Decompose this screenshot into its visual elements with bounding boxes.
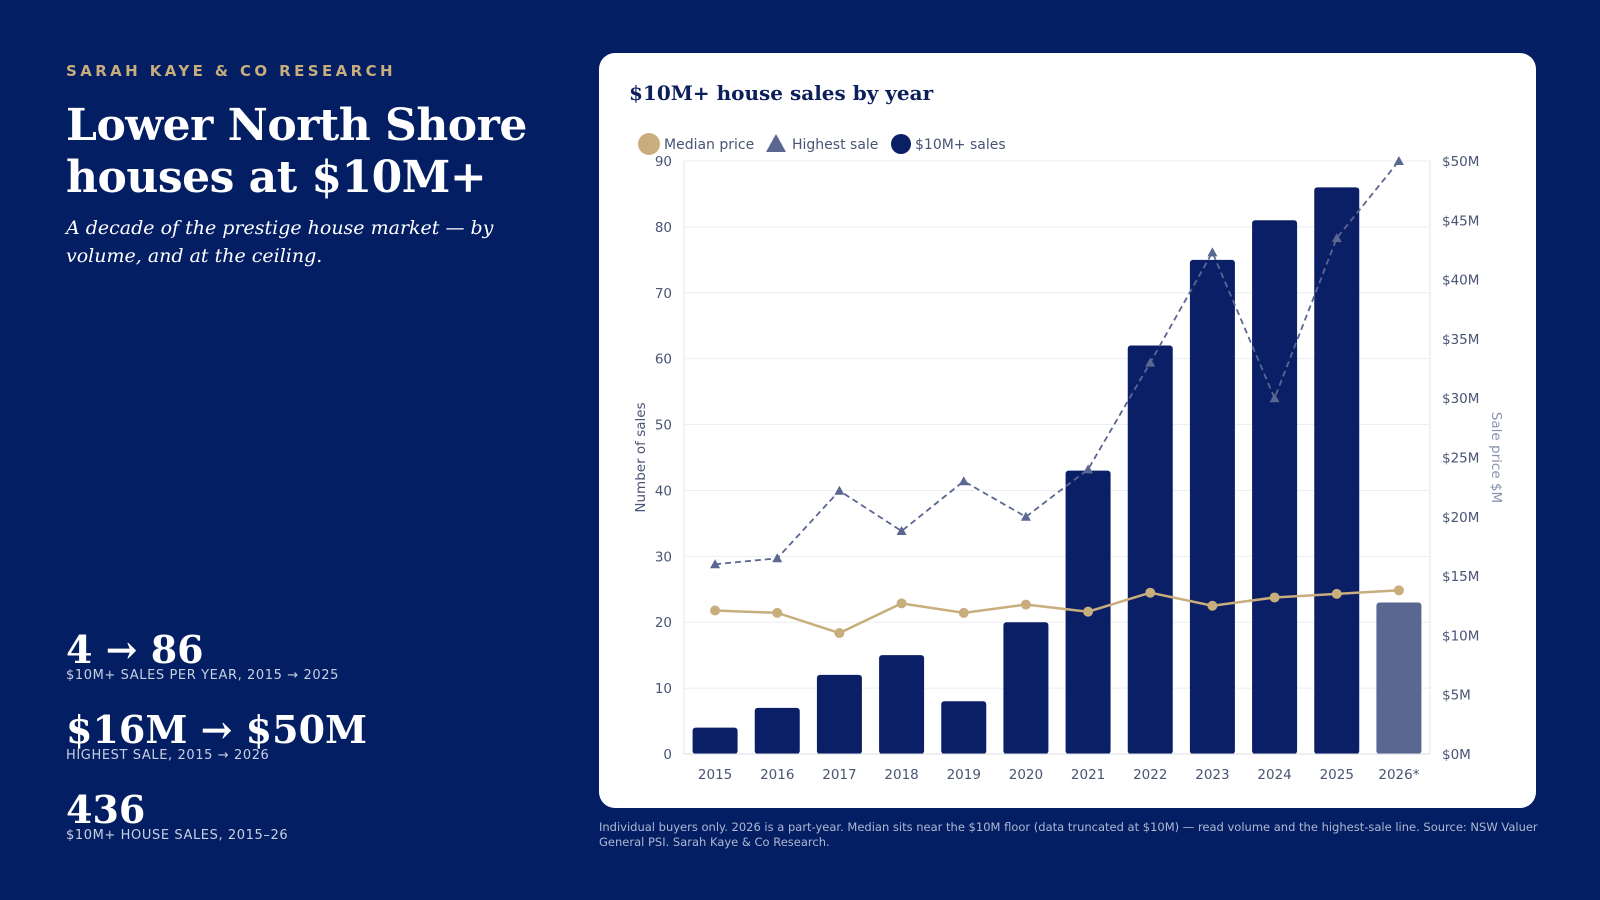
median-price-point xyxy=(834,628,845,639)
bar xyxy=(941,701,987,754)
highest-sale-point xyxy=(896,526,907,536)
x-tick-label: 2017 xyxy=(822,767,856,783)
bar xyxy=(754,707,800,754)
page-subtitle: A decade of the prestige house market — … xyxy=(66,217,494,267)
sales-legend-icon xyxy=(891,134,911,154)
highest-sale-point xyxy=(1393,156,1404,165)
legend-label: $10M+ sales xyxy=(915,137,1006,153)
y2-axis-title: Sale price $M xyxy=(1488,412,1504,503)
x-tick-label: 2018 xyxy=(884,767,918,783)
chart: 0 10 20 30 40 50 60 70 80 90 $0M $5M $10M $15M $20M $25… xyxy=(633,133,1504,783)
y-tick-label: 10 xyxy=(655,681,672,697)
y2-tick-label: $0M xyxy=(1442,747,1471,763)
highest-sale-point xyxy=(710,559,721,569)
stat-highest-sale: $16M → $50M HIGHEST SALE, 2015 → 2026 xyxy=(66,707,368,764)
legend-label: Highest sale xyxy=(792,137,878,153)
y2-tick-label: $30M xyxy=(1442,391,1479,407)
x-tick-label: 2022 xyxy=(1133,767,1167,783)
bar xyxy=(692,727,738,754)
median-price-point xyxy=(1083,606,1094,617)
stat-value: $16M → $50M xyxy=(66,707,368,752)
highest-sale-point xyxy=(772,553,783,563)
y2-tick-label: $20M xyxy=(1442,510,1479,526)
highest-sale-point xyxy=(1145,357,1156,367)
x-tick-label: 2023 xyxy=(1195,767,1229,783)
median-price-point xyxy=(1207,600,1218,611)
x-tick-label: 2020 xyxy=(1009,767,1043,783)
median-price-point xyxy=(896,598,907,609)
stat-total-sales: 436 $10M+ HOUSE SALES, 2015–26 xyxy=(66,787,289,844)
y2-tick-label: $25M xyxy=(1442,451,1479,467)
stat-label: $10M+ HOUSE SALES, 2015–26 xyxy=(66,828,289,843)
bar xyxy=(1127,345,1173,754)
y2-tick-label: $15M xyxy=(1442,569,1479,585)
bar xyxy=(879,655,925,754)
highest-sale-point xyxy=(1083,464,1094,474)
y-tick-label: 60 xyxy=(655,352,672,368)
y-tick-label: 70 xyxy=(655,286,672,302)
chart-title: $10M+ house sales by year xyxy=(629,81,934,105)
bar xyxy=(1376,602,1422,754)
x-tick-label: 2024 xyxy=(1257,767,1291,783)
stat-label: HIGHEST SALE, 2015 → 2026 xyxy=(66,748,270,763)
legend: Median price Highest sale $10M+ sales xyxy=(638,133,1006,155)
bar xyxy=(1314,187,1360,754)
kicker: SARAH KAYE & CO RESEARCH xyxy=(66,62,396,80)
axes: 0 10 20 30 40 50 60 70 80 90 $0M $5M $10M $15M $20M $25… xyxy=(633,154,1504,783)
footnote: Individual buyers only. 2026 is a part-y… xyxy=(599,820,1538,849)
bar xyxy=(1003,622,1049,754)
y-tick-label: 30 xyxy=(655,549,672,565)
y-tick-label: 0 xyxy=(663,747,672,763)
median-price-point xyxy=(1331,588,1342,599)
y-tick-label: 50 xyxy=(655,418,672,434)
bar xyxy=(816,674,862,754)
stat-label: $10M+ SALES PER YEAR, 2015 → 2025 xyxy=(66,668,339,683)
x-tick-label: 2019 xyxy=(947,767,981,783)
median-price-legend-icon xyxy=(638,133,660,155)
median-price-point xyxy=(1269,592,1280,603)
highest-sale-point xyxy=(1207,247,1218,257)
median-price-line xyxy=(715,589,1399,635)
x-tick-label: 2025 xyxy=(1320,767,1354,783)
median-price-point xyxy=(958,607,969,618)
y-tick-label: 90 xyxy=(655,154,672,170)
bars xyxy=(692,187,1422,755)
median-price-point xyxy=(1393,585,1404,596)
x-tick-label: 2016 xyxy=(760,767,794,783)
x-tick-label: 2026* xyxy=(1378,767,1419,783)
stat-value: 4 → 86 xyxy=(66,627,204,672)
x-tick-label: 2015 xyxy=(698,767,732,783)
median-price-point xyxy=(772,607,783,618)
y-tick-label: 80 xyxy=(655,220,672,236)
y-tick-label: 20 xyxy=(655,615,672,631)
highest-sale-point xyxy=(958,476,969,486)
y2-tick-label: $35M xyxy=(1442,332,1479,348)
highest-sale-point xyxy=(1331,233,1342,243)
y-tick-label: 40 xyxy=(655,483,672,499)
highest-sale-point xyxy=(1020,511,1031,521)
y-axis-title: Number of sales xyxy=(633,402,649,512)
x-tick-label: 2021 xyxy=(1071,767,1105,783)
y2-tick-label: $45M xyxy=(1442,213,1479,229)
highest-sale-point xyxy=(1269,393,1280,403)
legend-label: Median price xyxy=(664,137,754,153)
highest-sale-line xyxy=(714,160,1400,566)
median-price-point xyxy=(1145,587,1156,598)
chart-card: 0 10 20 30 40 50 60 70 80 90 $0M $5M $10M $15M $20M $25… xyxy=(599,53,1536,808)
series-lines xyxy=(710,156,1404,639)
y2-tick-label: $50M xyxy=(1442,154,1479,170)
bar xyxy=(1252,220,1298,755)
stat-sales-growth: 4 → 86 $10M+ SALES PER YEAR, 2015 → 2025 xyxy=(66,627,339,684)
bar xyxy=(1189,259,1235,754)
page-title: Lower North Shore houses at $10M+ xyxy=(66,100,527,203)
highest-sale-point xyxy=(834,485,845,495)
median-price-point xyxy=(1020,599,1031,610)
median-price-point xyxy=(710,605,721,616)
y2-tick-label: $40M xyxy=(1442,273,1479,289)
highest-sale-legend-icon xyxy=(766,134,786,152)
y2-tick-label: $10M xyxy=(1442,628,1479,644)
y2-tick-label: $5M xyxy=(1442,688,1471,704)
stat-value: 436 xyxy=(66,787,146,832)
